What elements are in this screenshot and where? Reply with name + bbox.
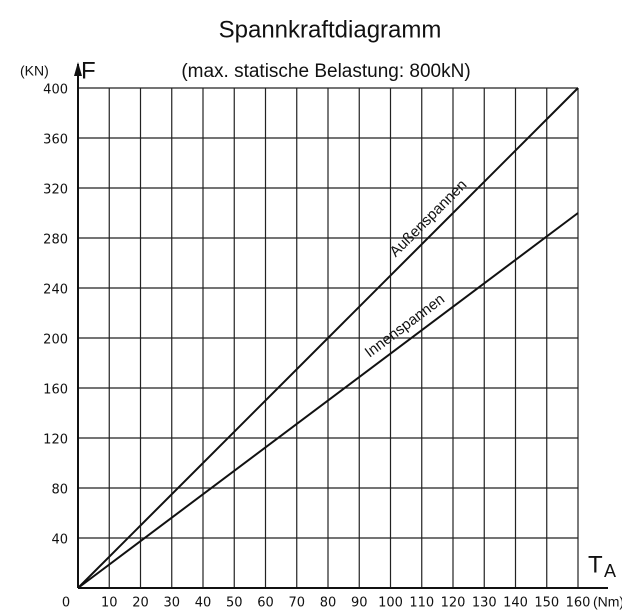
- y-unit: (KN): [20, 63, 49, 79]
- x-tick-label: 70: [288, 596, 305, 611]
- y-tick-label: 240: [43, 283, 68, 298]
- x-unit: (Nm): [593, 594, 622, 610]
- x-tick-label: 130: [472, 596, 497, 611]
- y-tick-label: 280: [43, 233, 68, 248]
- x-tick-label: 110: [409, 596, 434, 611]
- x-tick-label: 160: [566, 596, 591, 611]
- x-tick-label: 150: [534, 596, 559, 611]
- x-tick-label: 40: [195, 596, 212, 611]
- y-tick-label: 200: [43, 333, 68, 348]
- x-tick-label: 140: [503, 596, 528, 611]
- y-tick-label: 400: [43, 83, 68, 98]
- x-tick-label: 90: [351, 596, 368, 611]
- x-tick-label: 0: [62, 596, 70, 611]
- y-tick-label: 160: [43, 383, 68, 398]
- x-tick-label: 50: [226, 596, 243, 611]
- x-tick-label: 20: [132, 596, 149, 611]
- x-tick-label: 10: [101, 596, 118, 611]
- y-tick-label: 360: [43, 133, 68, 148]
- x-tick-label: 60: [257, 596, 274, 611]
- y-tick-label: 320: [43, 183, 68, 198]
- y-tick-label: 40: [51, 533, 68, 548]
- x-tick-label: 120: [441, 596, 466, 611]
- y-tick-label: 120: [43, 433, 68, 448]
- x-tick-label: 100: [378, 596, 403, 611]
- x-tick-label: 30: [163, 596, 180, 611]
- x-axis-label: T: [588, 551, 603, 578]
- x-tick-label: 80: [320, 596, 337, 611]
- chart-title: Spannkraftdiagramm: [219, 16, 442, 43]
- chart: Spannkraftdiagramm (max. statische Belas…: [0, 0, 622, 612]
- series-label: Innenspannen: [362, 291, 448, 362]
- x-axis-label-sub: A: [604, 561, 616, 581]
- y-tick-label: 80: [51, 483, 68, 498]
- series-label: Außenspannen: [386, 176, 470, 260]
- y-axis-label: F: [81, 57, 96, 84]
- chart-subtitle: (max. statische Belastung: 800kN): [181, 61, 470, 82]
